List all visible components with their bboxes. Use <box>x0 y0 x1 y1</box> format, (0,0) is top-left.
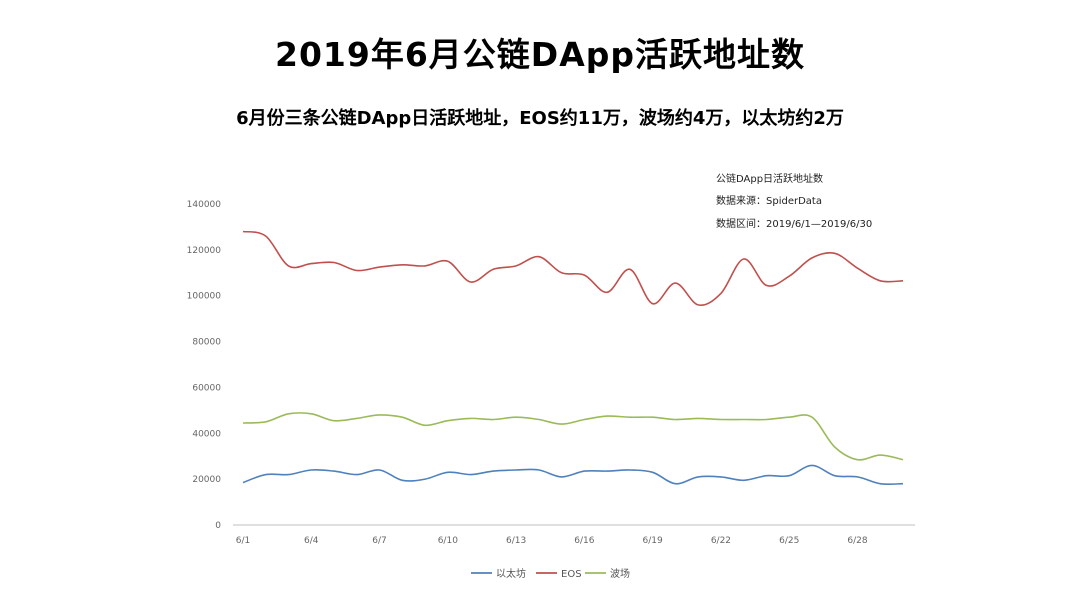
series-line-2 <box>242 412 904 461</box>
x-tick-label: 6/10 <box>438 536 458 546</box>
x-tick-label: 6/19 <box>643 536 663 546</box>
x-tick-label: 6/7 <box>372 536 386 546</box>
legend-label: 以太坊 <box>496 567 526 580</box>
x-tick-label: 6/16 <box>574 536 594 546</box>
y-tick-label: 0 <box>215 521 221 531</box>
chart-title: 2019年6月公链DApp活跃地址数 <box>275 35 805 74</box>
y-tick-label: 80000 <box>192 338 221 348</box>
x-tick-label: 6/13 <box>506 536 526 546</box>
chart-series <box>242 230 904 486</box>
series-line-0 <box>242 464 904 486</box>
x-tick-label: 6/28 <box>847 536 867 546</box>
y-tick-label: 100000 <box>187 292 222 302</box>
chart-legend: 以太坊 EOS 波场 <box>471 567 630 580</box>
y-tick-label: 120000 <box>187 246 222 256</box>
y-tick-label: 140000 <box>187 200 222 210</box>
chart-subtitle: 6月份三条公链DApp日活跃地址，EOS约11万，波场约4万，以太坊约2万 <box>236 108 844 129</box>
y-tick-label: 60000 <box>192 383 221 393</box>
legend-label: 波场 <box>610 567 630 580</box>
x-tick-label: 6/1 <box>236 536 250 546</box>
y-tick-label: 40000 <box>192 429 221 439</box>
series-line-1 <box>242 230 904 307</box>
annotation-line: 公链DApp日活跃地址数 <box>716 172 823 185</box>
x-tick-label: 6/25 <box>779 536 799 546</box>
x-tick-label: 6/22 <box>711 536 731 546</box>
annotation-line: 数据来源：SpiderData <box>716 194 822 207</box>
y-tick-label: 20000 <box>192 475 221 485</box>
annotation-line: 数据区间：2019/6/1—2019/6/30 <box>716 217 872 230</box>
x-tick-label: 6/4 <box>304 536 319 546</box>
chart-axes: 0 20000 40000 60000 80000 100000 120000 140000 6… <box>187 200 915 546</box>
legend-label: EOS <box>561 569 582 580</box>
